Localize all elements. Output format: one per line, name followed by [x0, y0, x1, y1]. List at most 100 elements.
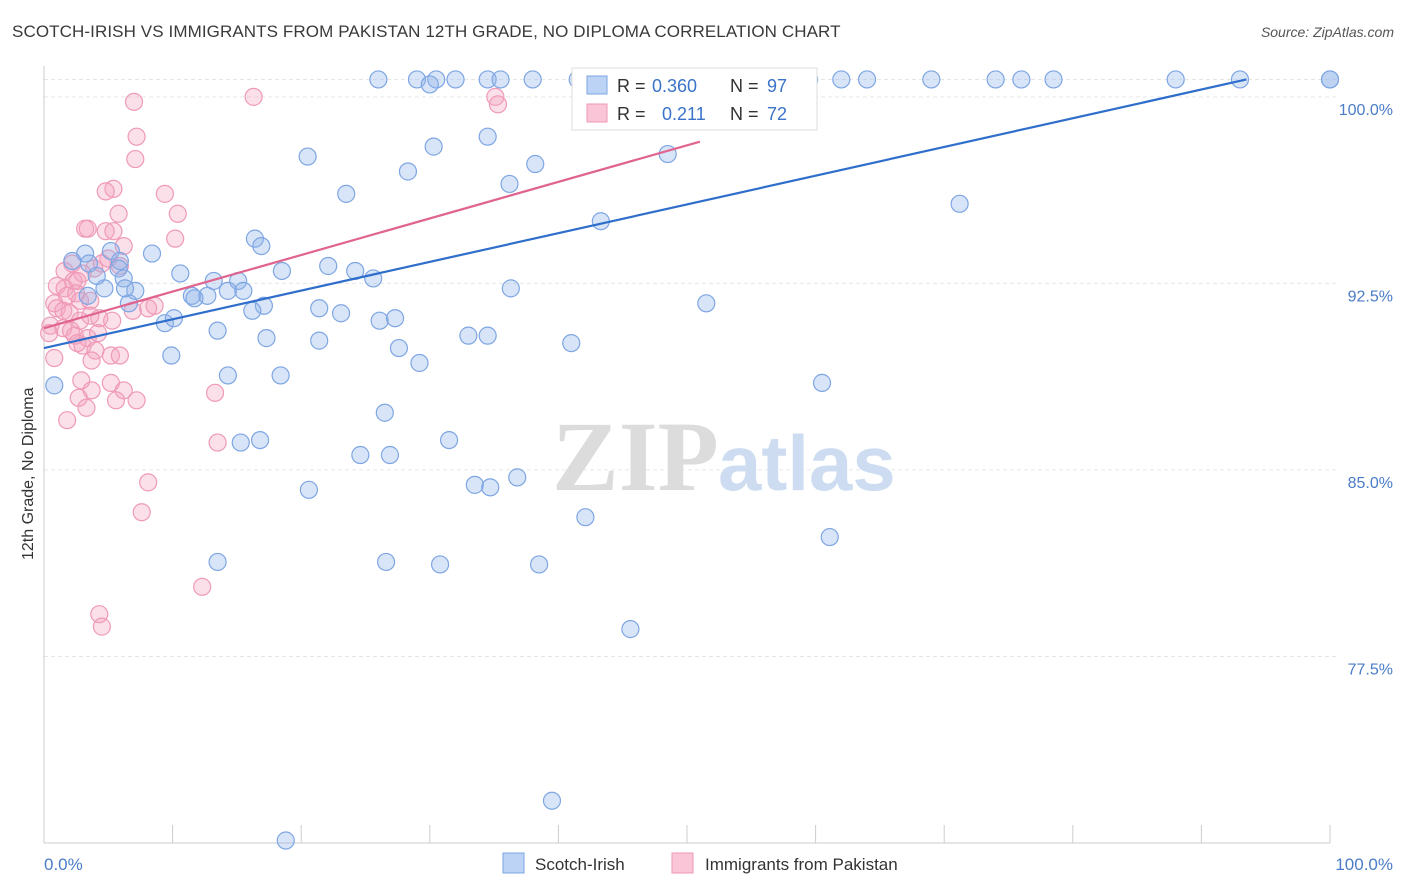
pakistan-point [109, 204, 128, 223]
scotch-irish-point [271, 366, 290, 385]
scotch-irish-point [1044, 70, 1063, 89]
scotch-irish-point [424, 137, 443, 156]
scotch-irish-point [1012, 70, 1031, 89]
scotch-irish-point [986, 70, 1005, 89]
x-tick-label-min: 0.0% [44, 855, 83, 874]
scotch-irish-point [171, 264, 190, 283]
scotch-irish-point [1166, 70, 1185, 89]
y-tick-label: 100.0% [1339, 102, 1393, 119]
pakistan-point [139, 473, 158, 492]
scotch-irish-point [310, 299, 329, 318]
scotch-irish-point [310, 331, 329, 350]
chart-title: SCOTCH-IRISH VS IMMIGRANTS FROM PAKISTAN… [12, 22, 841, 41]
scotch-irish-point [398, 162, 418, 181]
pakistan-point [205, 383, 225, 402]
scotch-irish-point [110, 251, 129, 271]
scotch-irish-point [491, 70, 510, 89]
pakistan-point [244, 87, 263, 106]
watermark-atlas: atlas [718, 419, 896, 507]
scotch-irish-point [276, 831, 295, 850]
scotch-irish-point [101, 241, 120, 261]
bottom-legend: Scotch-Irish Immigrants from Pakistan [502, 852, 898, 874]
scotch-irish-point [526, 154, 545, 174]
scotch-irish-point [331, 304, 351, 323]
scotch-irish-point [446, 70, 465, 89]
legend-n-label-2: N = [730, 104, 759, 124]
scotch-irish-point [257, 329, 276, 348]
pakistan-point [155, 184, 174, 203]
legend-r-label-2: R = [617, 104, 646, 124]
pakistan-point [126, 149, 145, 169]
pakistan-trend-line [43, 140, 701, 330]
y-tick-label: 77.5% [1348, 661, 1393, 678]
grid-lines [44, 78, 1336, 657]
scotch-irish-point [465, 475, 484, 494]
scotch-irish-point [410, 353, 429, 373]
scotch-irish-point [182, 286, 201, 305]
scotch-irish-point [254, 296, 274, 315]
scotch-irish-point [351, 445, 370, 465]
pakistan-point [55, 279, 74, 298]
pakistan-point [88, 324, 108, 343]
scotch-irish-point [369, 70, 388, 89]
scotch-irish-point [185, 289, 204, 308]
scotch-irish-point [542, 791, 562, 810]
legend-n-value-1: 97 [767, 76, 787, 96]
scotch-irish-point [380, 445, 400, 465]
scotch-irish-point [78, 286, 97, 305]
scotch-irish-point [87, 266, 106, 286]
watermark-zip: ZIP [552, 401, 719, 512]
y-axis-label: 12th Grade, No Diploma [20, 387, 37, 560]
pakistan-point [104, 222, 123, 241]
scotch-irish-point [208, 552, 227, 572]
scotch-irish-point [857, 70, 877, 89]
stats-legend-box [571, 67, 818, 131]
scotch-irish-point [812, 373, 832, 392]
pakistan-point [486, 87, 505, 106]
pakistan-point [166, 229, 185, 248]
bottom-legend-pakistan: Immigrants from Pakistan [705, 855, 898, 874]
pakistan-point [488, 95, 508, 114]
pakistan-point [106, 391, 126, 410]
pakistan-point [114, 381, 133, 400]
scotch-irish-point [439, 430, 459, 450]
scotch-irish-point [234, 281, 253, 300]
scotch-irish-point [478, 326, 497, 345]
pakistan-point [78, 219, 97, 238]
scotch-irish-point [250, 430, 270, 450]
pakistan-point [127, 391, 146, 410]
watermark: ZIP atlas [552, 401, 896, 512]
legend-swatch-blue [586, 75, 608, 95]
scotch-irish-point [385, 309, 405, 328]
scotch-irish-point [501, 279, 520, 298]
y-tick-label: 92.5% [1348, 288, 1393, 305]
y-tick-label: 85.0% [1348, 475, 1393, 492]
scotch-irish-point [231, 433, 250, 452]
scotch-irish-point [337, 184, 356, 203]
scotch-irish-point [478, 70, 497, 89]
scotch-irish-point [481, 478, 500, 497]
scotch-irish-point [243, 301, 262, 320]
bottom-legend-scotch-irish: Scotch-Irish [535, 855, 625, 874]
pakistan-point [145, 296, 164, 315]
pakistan-point [127, 127, 146, 146]
scotch-irish-point [832, 70, 851, 89]
scotch-irish-point [950, 194, 969, 213]
scotch-irish-point [820, 527, 839, 547]
pakistan-point [69, 388, 88, 407]
series-pakistan-points [40, 87, 508, 636]
scotch-irish-point [420, 75, 439, 94]
scotch-irish-point [109, 259, 128, 278]
pakistan-point [193, 577, 212, 596]
pakistan-point [124, 92, 144, 111]
scotch-irish-point [319, 256, 338, 276]
scotch-irish-point [697, 294, 716, 313]
scotch-irish-point [523, 70, 542, 89]
scotch-irish-point [252, 236, 271, 256]
scotch-irish-point [162, 346, 181, 365]
pakistan-point [103, 311, 122, 330]
scotch-irish-point [389, 338, 409, 358]
scotch-irish-point [621, 620, 640, 639]
axes [43, 66, 1331, 844]
